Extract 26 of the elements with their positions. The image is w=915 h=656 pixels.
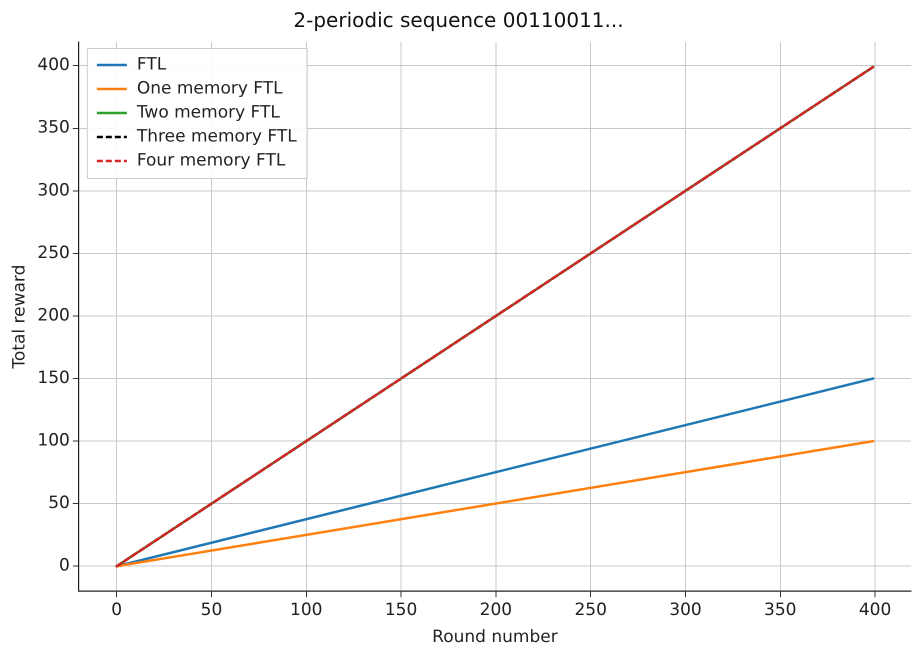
x-tick-label: 0 (111, 600, 122, 620)
x-axis-title: Round number (432, 627, 558, 648)
y-tick-label: 350 (37, 118, 70, 138)
x-tick-label: 100 (290, 600, 322, 620)
x-tick-label: 300 (669, 600, 702, 620)
legend-label: Four memory FTL (136, 150, 286, 170)
legend-label: One memory FTL (136, 78, 284, 98)
x-tick-label: 250 (574, 600, 607, 620)
y-tick-label: 250 (37, 242, 70, 263)
x-tick-label: 400 (858, 600, 892, 620)
y-tick-label: 50 (48, 493, 70, 514)
chart-title: 2-periodic sequence 00110011... (293, 8, 624, 32)
x-tick-label: 200 (480, 600, 512, 620)
y-tick-label: 300 (37, 180, 70, 200)
y-tick-label: 150 (37, 368, 70, 388)
y-tick-label: 100 (37, 430, 70, 451)
x-tick-label: 50 (200, 600, 222, 620)
y-tick-label: 200 (37, 305, 70, 326)
y-axis-title: Total reward (10, 264, 30, 370)
y-tick-label: 400 (37, 55, 70, 76)
legend-label: Three memory FTL (136, 126, 298, 146)
legend-label: FTL (136, 54, 167, 74)
y-tick-label: 0 (59, 556, 70, 576)
legend-label: Two memory FTL (136, 102, 280, 122)
x-tick-label: 350 (764, 600, 796, 620)
x-tick-label: 150 (384, 600, 418, 620)
